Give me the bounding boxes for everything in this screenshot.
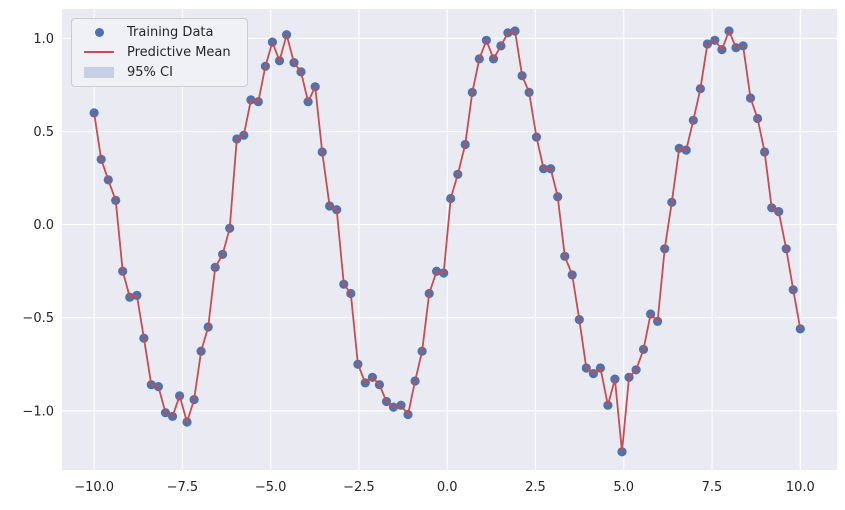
x-tick-label: −7.5	[167, 480, 199, 495]
x-tick-label: 0.0	[437, 480, 458, 495]
x-tick-label: 2.5	[525, 480, 546, 495]
predictive-mean-line	[93, 30, 802, 453]
legend-entry-training-data: Training Data	[80, 22, 239, 42]
x-tick-label: 10.0	[786, 480, 815, 495]
band-swatch-icon	[84, 67, 114, 79]
legend-handle	[80, 27, 118, 37]
y-tick-label: 0.5	[33, 125, 54, 140]
x-tick-label: −10.0	[74, 480, 114, 495]
y-tick-label: 1.0	[33, 32, 54, 47]
scatter-marker-icon	[94, 27, 104, 37]
x-tick-label: −2.5	[343, 480, 375, 495]
legend-label-predictive-mean: Predictive Mean	[127, 44, 231, 60]
y-tick-label: −0.5	[22, 311, 54, 326]
x-tick-label: 5.0	[613, 480, 634, 495]
x-tick-label: −5.0	[255, 480, 287, 495]
legend-entry-predictive-mean: Predictive Mean	[80, 42, 239, 62]
y-tick-label: −1.0	[22, 404, 54, 419]
legend-label-training-data: Training Data	[127, 24, 214, 40]
x-tick-label: 7.5	[702, 480, 723, 495]
line-swatch-icon	[84, 51, 114, 54]
legend-handle	[80, 67, 118, 79]
training-data-point	[795, 324, 805, 334]
legend-label-ci: 95% CI	[127, 65, 173, 81]
legend-handle	[80, 51, 118, 54]
y-tick-label: 0.0	[33, 218, 54, 233]
legend-entry-ci: 95% CI	[80, 63, 239, 83]
legend: Training Data Predictive Mean 95% CI	[71, 18, 248, 87]
